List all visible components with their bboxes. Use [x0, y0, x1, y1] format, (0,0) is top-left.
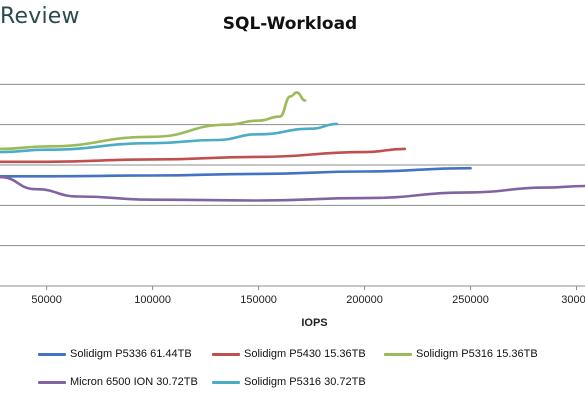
- series-line-3: [0, 91, 307, 151]
- legend-swatch: [212, 352, 240, 356]
- legend-swatch: [38, 352, 66, 356]
- x-tick-label: 100000: [134, 294, 171, 306]
- legend-item-p5316-30tb: Solidigm P5316 30.72TB: [212, 376, 366, 388]
- legend-item-p5316-15tb: Solidigm P5316 15.36TB: [384, 348, 538, 360]
- logo-text: Review: [0, 4, 80, 29]
- x-tick-label: 50000: [31, 294, 62, 306]
- legend-label: Solidigm P5430 15.36TB: [244, 348, 366, 360]
- legend-swatch: [38, 380, 66, 384]
- chart-title: SQL-Workload: [222, 14, 358, 34]
- x-tick-label: 250000: [452, 294, 489, 306]
- legend-swatch: [212, 380, 240, 384]
- legend-label: Solidigm P5316 15.36TB: [416, 348, 538, 360]
- series-line-1: [0, 166, 472, 178]
- legend-label: Solidigm P5336 61.44TB: [70, 348, 192, 360]
- x-axis-title: IOPS: [301, 317, 327, 329]
- legend-item-p5430-15tb: Solidigm P5430 15.36TB: [212, 348, 366, 360]
- legend-item-micron-6500: Micron 6500 ION 30.72TB: [38, 376, 198, 388]
- legend-item-p5336-61tb: Solidigm P5336 61.44TB: [38, 348, 192, 360]
- series-line-4: [0, 175, 585, 202]
- legend-label: Micron 6500 ION 30.72TB: [70, 376, 198, 388]
- legend-label: Solidigm P5316 30.72TB: [244, 376, 366, 388]
- legend-swatch: [384, 352, 412, 356]
- x-tick-label: 200000: [346, 294, 383, 306]
- series-line-5: [0, 122, 339, 154]
- x-tick-label: 150000: [240, 294, 277, 306]
- series-line-2: [0, 147, 407, 164]
- x-tick-label: 30000: [561, 294, 585, 306]
